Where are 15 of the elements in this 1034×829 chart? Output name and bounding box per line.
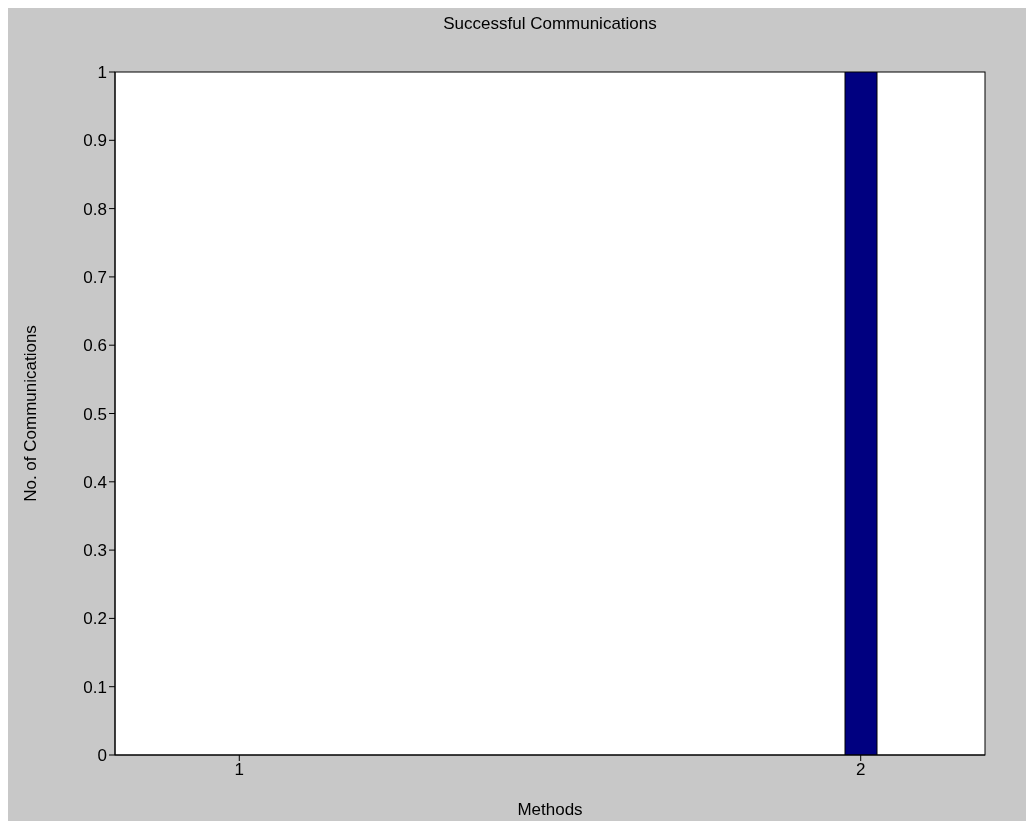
chart-title: Successful Communications bbox=[442, 14, 658, 34]
y-tick-label: 0.5 bbox=[83, 404, 107, 424]
y-tick-label: 0.4 bbox=[83, 472, 107, 492]
y-tick-label: 0.9 bbox=[83, 131, 107, 151]
y-tick-label: 0.8 bbox=[83, 199, 107, 219]
y-tick-label: 0.2 bbox=[83, 609, 107, 629]
y-tick-label: 0.7 bbox=[83, 267, 107, 287]
y-tick-label: 0.6 bbox=[83, 336, 107, 356]
y-tick-label: 1 bbox=[97, 63, 107, 83]
y-tick-label: 0.3 bbox=[83, 541, 107, 561]
x-axis-title: Methods bbox=[517, 800, 583, 819]
y-tick-label: 0 bbox=[97, 746, 107, 766]
y-tick-label: 0.1 bbox=[83, 677, 107, 697]
x-tick-label: 2 bbox=[855, 760, 866, 780]
y-axis-title: No. of Communications bbox=[21, 325, 41, 502]
